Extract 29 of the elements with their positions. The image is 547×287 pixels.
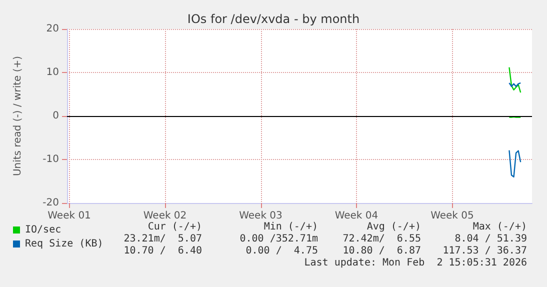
y-tick-label: 10 [46,67,59,78]
text: Last update: Mon Feb 2 15:05:31 2026 [304,258,528,268]
line-series [508,150,522,178]
x-tick-label: Week 01 [48,210,91,222]
text: 23.21m/ 5.07 [124,234,202,244]
legend-label: IO/sec [25,224,62,236]
text: Min (-/+) [264,222,318,232]
text: 10.70 / 6.40 [124,246,202,256]
y-tick-label: 0 [52,110,59,122]
legend-label: Req Size (KB) [25,238,104,250]
y-tick-label: -20 [42,198,59,208]
text: 10.80 / 6.87 [342,246,421,256]
text: Avg (-/+) [366,222,421,232]
y-tick-label: 20 [46,24,59,34]
text: Max (-/+) [472,222,527,232]
text: 0.00 / 4.75 [246,246,318,256]
y-axis-title: Units read (-) / write (+) [12,56,24,176]
chart-title: IOs for /dev/xvda - by month [187,12,360,26]
text: Cur (-/+) [148,222,202,232]
x-tick-label: Week 03 [239,210,282,222]
text: 72.42m/ 6.55 [342,234,421,244]
text: 117.53 / 36.37 [442,246,527,256]
x-tick-label: Week 02 [143,210,187,222]
text: 8.04 / 51.39 [454,234,527,244]
line-series [508,66,522,94]
text: 0.00 /352.71m [240,234,318,244]
y-tick-label: -10 [42,154,59,165]
x-tick-label: Week 04 [334,210,378,222]
x-tick-label: Week 05 [430,210,474,222]
